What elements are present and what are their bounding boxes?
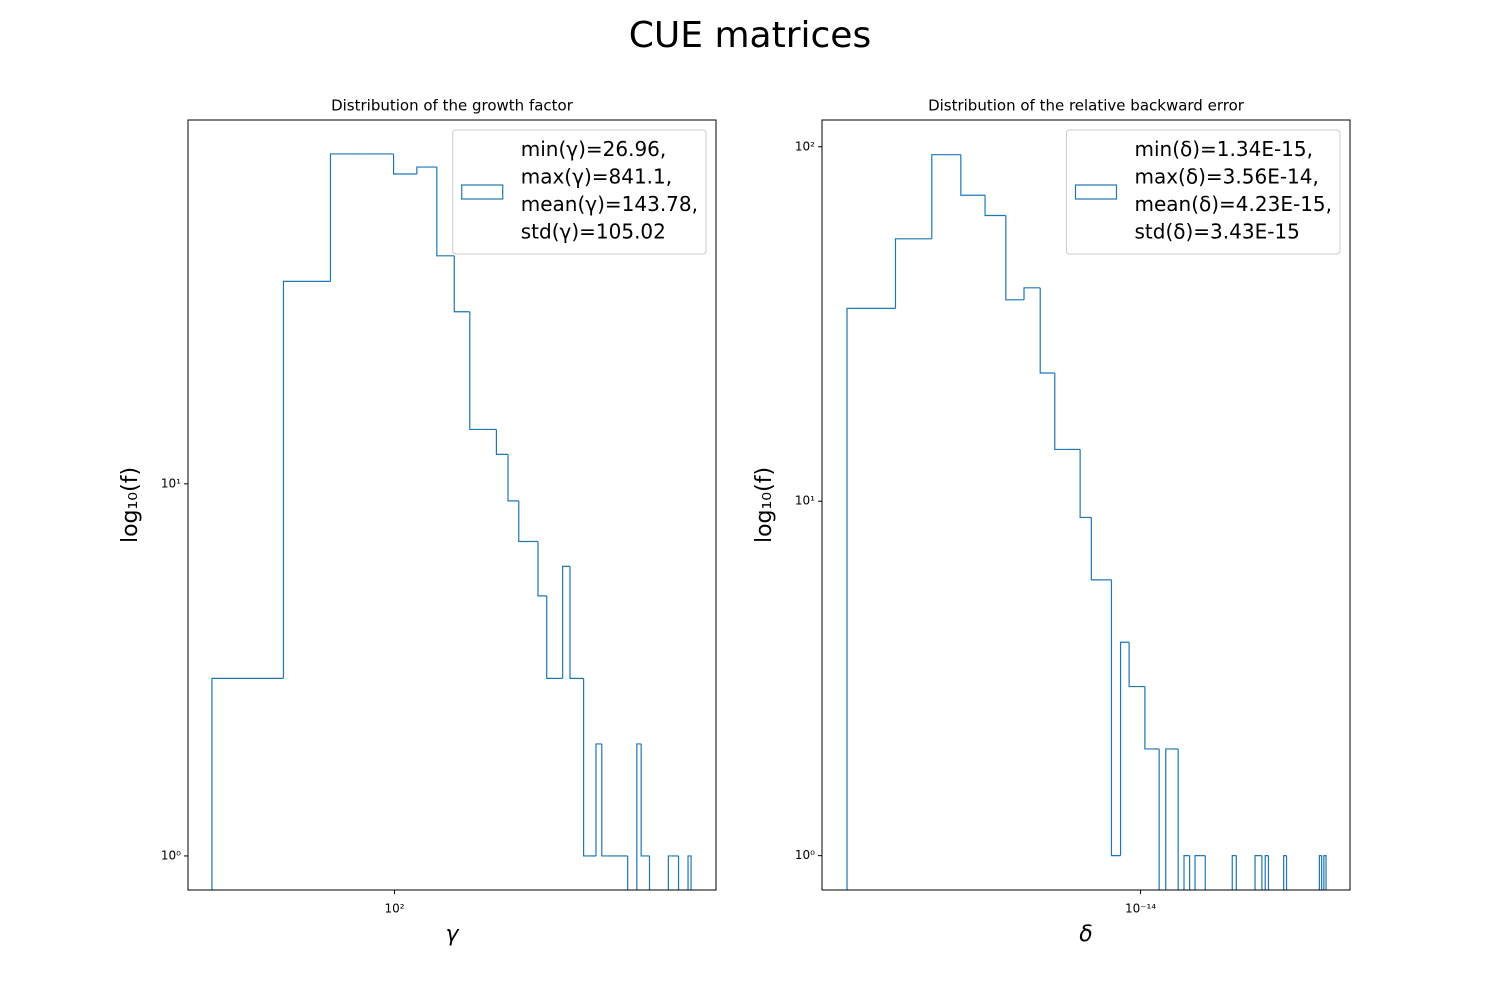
histogram-step [1039, 287, 1055, 374]
histogram-step [211, 677, 284, 890]
legend-box [452, 129, 707, 255]
histogram-step [495, 429, 509, 455]
histogram-step [595, 743, 602, 856]
histogram-step [1267, 855, 1270, 890]
histogram-step [518, 500, 529, 543]
y-tick-label: 10¹ [161, 476, 181, 490]
histogram-step [1254, 855, 1259, 890]
histogram-step [1283, 855, 1287, 890]
legend: min(γ)=26.96, max(γ)=841.1, mean(γ)=143.78… [452, 129, 707, 255]
histogram-step [1235, 855, 1237, 890]
histogram-step [1189, 855, 1191, 890]
histogram-step [1261, 855, 1263, 890]
histogram-step [1144, 686, 1153, 750]
histogram-step [640, 743, 646, 857]
histogram-step [1165, 748, 1173, 890]
histogram-step [846, 307, 896, 890]
histogram-step [1264, 855, 1269, 890]
legend-patch [1074, 184, 1118, 200]
histogram-step [1090, 517, 1102, 581]
histogram-step [1323, 855, 1327, 890]
axes-title: Distribution of the growth factor [331, 97, 574, 115]
histogram-step [1318, 855, 1322, 890]
axes-title: Distribution of the relative backward er… [928, 97, 1245, 115]
histogram-step [537, 541, 547, 597]
axes-frame [821, 119, 1351, 891]
histogram [211, 153, 692, 890]
x-tick-label: 10⁻¹⁴ [1125, 902, 1156, 916]
histogram-step [960, 154, 986, 196]
legend-box [1065, 129, 1341, 255]
histogram-step [453, 255, 470, 313]
histogram-step [1183, 855, 1190, 890]
histogram-step [931, 154, 961, 239]
histogram-step [1054, 373, 1068, 451]
histogram [846, 154, 1327, 890]
legend-label: min(γ)=26.96, max(γ)=841.1, mean(γ)=143.78… [521, 137, 698, 244]
histogram-step [469, 311, 484, 431]
x-axis-label: γ [445, 922, 459, 947]
x-axis-label: δ [1079, 922, 1092, 947]
histogram-step [1128, 642, 1138, 688]
histogram-step [392, 153, 417, 175]
legend-label: min(δ)=1.34E-15, max(δ)=3.56E-14, mean(δ)=… [1134, 137, 1332, 244]
histogram-step [648, 855, 651, 890]
histogram-step [583, 678, 590, 857]
histogram-step [627, 855, 629, 890]
histogram-step [1177, 748, 1179, 890]
histogram-step [507, 454, 519, 502]
histogram-step [416, 166, 437, 175]
histogram-step [562, 565, 571, 679]
histogram-step [677, 855, 680, 890]
histogram-step [1231, 855, 1237, 890]
histogram-step [636, 743, 642, 890]
histogram-step [1079, 449, 1092, 519]
y-tick-label: 10⁰ [795, 848, 815, 862]
histogram-step [569, 566, 577, 679]
histogram-step [436, 167, 455, 257]
y-tick-label: 10⁰ [161, 848, 181, 862]
y-tick-label: 10¹ [795, 494, 815, 508]
histogram-step [1005, 215, 1025, 301]
histogram-step [282, 280, 331, 679]
histogram-step [329, 153, 366, 282]
histogram-step [894, 238, 932, 309]
histogram-step [1110, 579, 1121, 857]
figure-title: CUE matrices [629, 15, 871, 56]
histogram-step [546, 595, 555, 679]
histogram-step [1285, 855, 1288, 890]
histogram-step [687, 855, 692, 890]
axes-frame [187, 119, 717, 891]
histogram-step [1158, 748, 1160, 890]
histogram-step [1119, 641, 1130, 856]
histogram-step [1321, 855, 1323, 890]
histogram-step [1194, 855, 1201, 890]
histogram-step [1204, 855, 1206, 890]
legend-patch [461, 184, 504, 200]
y-axis-label: log₁₀(f) [752, 467, 777, 543]
y-tick-label: 10² [795, 139, 815, 153]
x-tick-label: 10² [384, 902, 404, 916]
histogram-step [667, 855, 672, 890]
y-axis-label: log₁₀(f) [118, 467, 143, 543]
histogram-step [601, 743, 608, 857]
histogram-step [984, 195, 1006, 217]
legend: min(δ)=1.34E-15, max(δ)=3.56E-14, mean(δ)=… [1065, 129, 1341, 255]
histogram-step [1023, 287, 1041, 300]
